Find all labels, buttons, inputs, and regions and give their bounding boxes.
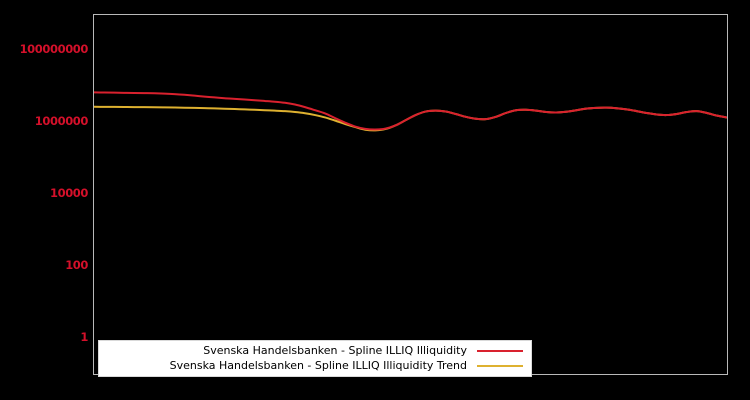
plot-area <box>93 14 728 375</box>
series-layer <box>94 92 727 130</box>
chart-legend: Svenska Handelsbanken - Spline ILLIQ Ill… <box>98 340 532 377</box>
y-tick-label: 1000000 <box>34 114 89 128</box>
y-tick-label: 10000 <box>49 186 88 200</box>
legend-item: Svenska Handelsbanken - Spline ILLIQ Ill… <box>105 358 525 373</box>
legend-item-label: Svenska Handelsbanken - Spline ILLIQ Ill… <box>169 359 467 372</box>
y-tick-label: 100 <box>65 258 88 272</box>
y-tick-label: 1 <box>80 330 88 344</box>
legend-color-swatch-illiquidity <box>477 349 523 352</box>
y-tick-label: 100000000 <box>19 42 89 56</box>
plot-svg <box>94 15 727 374</box>
legend-color-swatch-trend <box>477 364 523 367</box>
legend-item: Svenska Handelsbanken - Spline ILLIQ Ill… <box>105 343 525 358</box>
legend-item-label: Svenska Handelsbanken - Spline ILLIQ Ill… <box>203 344 467 357</box>
series-line-illiquidity <box>94 92 727 129</box>
y-axis-tick-labels: 100000000 1000000 10000 100 1 <box>0 0 89 400</box>
